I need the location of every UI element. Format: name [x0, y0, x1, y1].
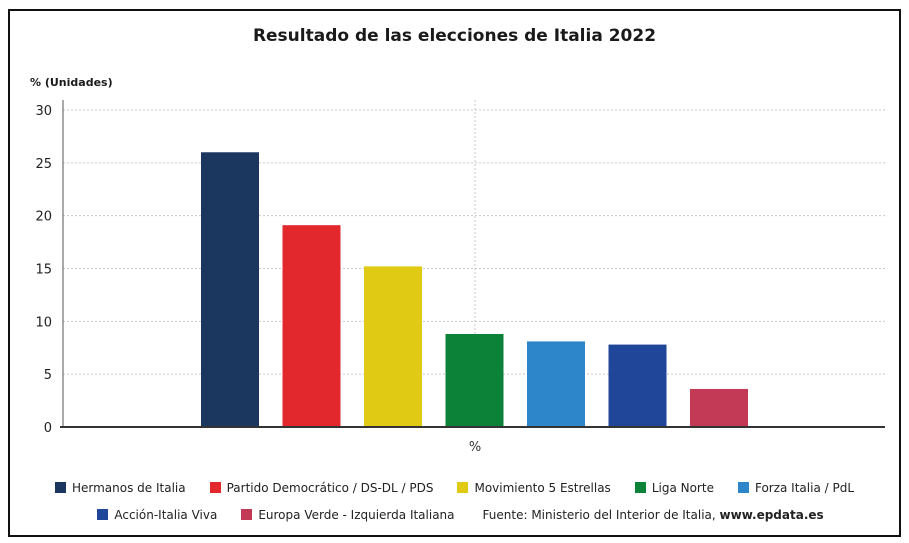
source-text: Fuente: Ministerio del Interior de Itali… [482, 508, 720, 522]
y-tick-label: 20 [35, 210, 52, 225]
legend-item[interactable]: Movimiento 5 Estrellas [457, 481, 611, 495]
bar-5 [527, 341, 585, 427]
legend-label: Liga Norte [651, 481, 714, 495]
legend-swatch [457, 482, 469, 493]
legend-swatch [209, 482, 221, 493]
legend-label: Movimiento 5 Estrellas [474, 481, 611, 495]
legend-label: Partido Democrático / DS-DL / PDS [226, 481, 434, 495]
legend-swatch [634, 482, 646, 493]
legend-item[interactable]: Liga Norte [634, 481, 714, 495]
y-axis-label: % (Unidades) [30, 76, 113, 89]
legend-swatch [241, 509, 253, 520]
legend-row-2: Acción-Italia Viva Europa Verde - Izquier… [0, 508, 909, 522]
chart-title: Resultado de las elecciones de Italia 20… [252, 26, 657, 46]
legend-item[interactable]: Europa Verde - Izquierda Italiana [241, 508, 455, 522]
legend-label: Acción-Italia Viva [114, 508, 218, 522]
y-tick-label: 15 [35, 263, 52, 278]
bar-1 [201, 152, 259, 427]
y-tick-label: 25 [35, 157, 52, 172]
source-note: Fuente: Ministerio del Interior de Itali… [483, 508, 824, 522]
legend-label: Forza Italia / PdL [754, 481, 855, 495]
bar-2 [282, 225, 341, 427]
bar-3 [364, 266, 422, 427]
y-tick-label: 10 [35, 315, 52, 330]
bar-6 [608, 344, 667, 427]
chart-frame [8, 9, 901, 537]
legend-swatch [54, 482, 66, 493]
bar-7 [690, 388, 748, 427]
source-link[interactable]: www.epdata.es [719, 508, 824, 522]
legend-swatch [737, 482, 749, 493]
bar-4 [445, 334, 504, 427]
legend-swatch [97, 509, 109, 520]
legend-item[interactable]: Hermanos de Italia [54, 481, 186, 495]
legend-item[interactable]: Acción-Italia Viva [97, 508, 217, 522]
legend-item[interactable]: Partido Democrático / DS-DL / PDS [209, 481, 434, 495]
legend-item[interactable]: Forza Italia / PdL [737, 481, 855, 495]
legend-label: Hermanos de Italia [71, 481, 186, 495]
legend-label: Europa Verde - Izquierda Italiana [258, 508, 455, 522]
y-tick-label: 0 [44, 421, 52, 436]
x-axis-label: % [469, 440, 481, 455]
legend-row-1: Hermanos de Italia Partido Democrático / … [0, 481, 909, 495]
y-tick-label: 30 [35, 104, 52, 119]
y-tick-label: 5 [44, 368, 52, 383]
